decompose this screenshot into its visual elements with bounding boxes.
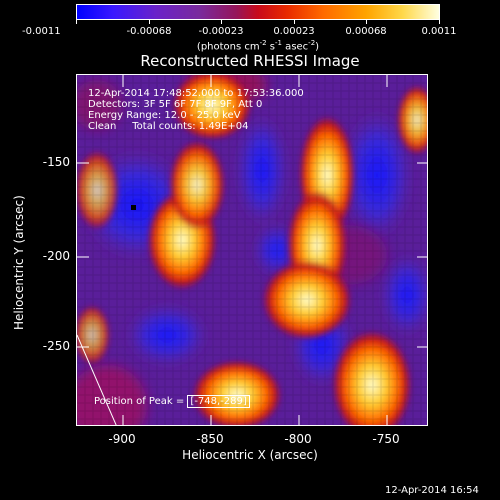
x-axis-label: Heliocentric X (arcsec) bbox=[182, 448, 318, 462]
generation-timestamp: 12-Apr-2014 16:54 bbox=[385, 485, 479, 496]
pixel-grid bbox=[77, 75, 427, 425]
x-tick-label: -800 bbox=[284, 432, 312, 446]
peak-position-value: [-748,-289] bbox=[187, 395, 250, 408]
colorbar-tick-label: 0.0011 bbox=[421, 26, 457, 37]
rhessi-image: 12-Apr-2014 17:48:52.000 to 17:53:36.000… bbox=[76, 74, 428, 426]
colorbar-tick-label: -0.0011 bbox=[22, 26, 61, 37]
x-tick-label: -900 bbox=[108, 432, 136, 446]
solar-limb-line bbox=[77, 334, 117, 425]
y-tick-label: -150 bbox=[42, 155, 70, 169]
clean-counts-text: Clean Total counts: 1.49E+04 bbox=[88, 121, 249, 132]
detectors-text: Detectors: 3F 5F 6F 7F 8F 9F, Att 0 bbox=[88, 99, 263, 110]
energy-range-text: Energy Range: 12.0 - 25.0 keV bbox=[88, 110, 241, 121]
y-tick-label: -250 bbox=[42, 339, 70, 353]
colorbar-tick bbox=[149, 20, 150, 24]
colorbar-tick-label: -0.00023 bbox=[198, 26, 244, 37]
x-tick-label: -850 bbox=[196, 432, 224, 446]
colorbar-tick bbox=[221, 20, 222, 24]
colorbar-tick-label: -0.00068 bbox=[126, 26, 172, 37]
colorbar-tick bbox=[76, 20, 77, 24]
x-tick-label: -750 bbox=[372, 432, 400, 446]
colorbar-unit-label: (photons cm-2 s-1 asec-2) bbox=[196, 39, 320, 53]
colorbar-tick-label: 0.00023 bbox=[273, 26, 315, 37]
colorbar bbox=[76, 4, 440, 20]
colorbar-tick-label: 0.00068 bbox=[345, 26, 387, 37]
peak-position: Position of Peak = [-748,-289] bbox=[94, 395, 250, 408]
image-title: Reconstructed RHESSI Image bbox=[140, 52, 360, 70]
colorbar-tick bbox=[439, 20, 440, 24]
colorbar-tick bbox=[294, 20, 295, 24]
y-tick-label: -200 bbox=[42, 249, 70, 263]
peak-marker bbox=[131, 205, 136, 210]
colorbar-tick bbox=[366, 20, 367, 24]
axis-ticks bbox=[77, 75, 427, 425]
time-range-text: 12-Apr-2014 17:48:52.000 to 17:53:36.000 bbox=[88, 88, 304, 99]
y-axis-label: Heliocentric Y (arcsec) bbox=[12, 195, 26, 330]
peak-position-label: Position of Peak = bbox=[94, 396, 188, 407]
